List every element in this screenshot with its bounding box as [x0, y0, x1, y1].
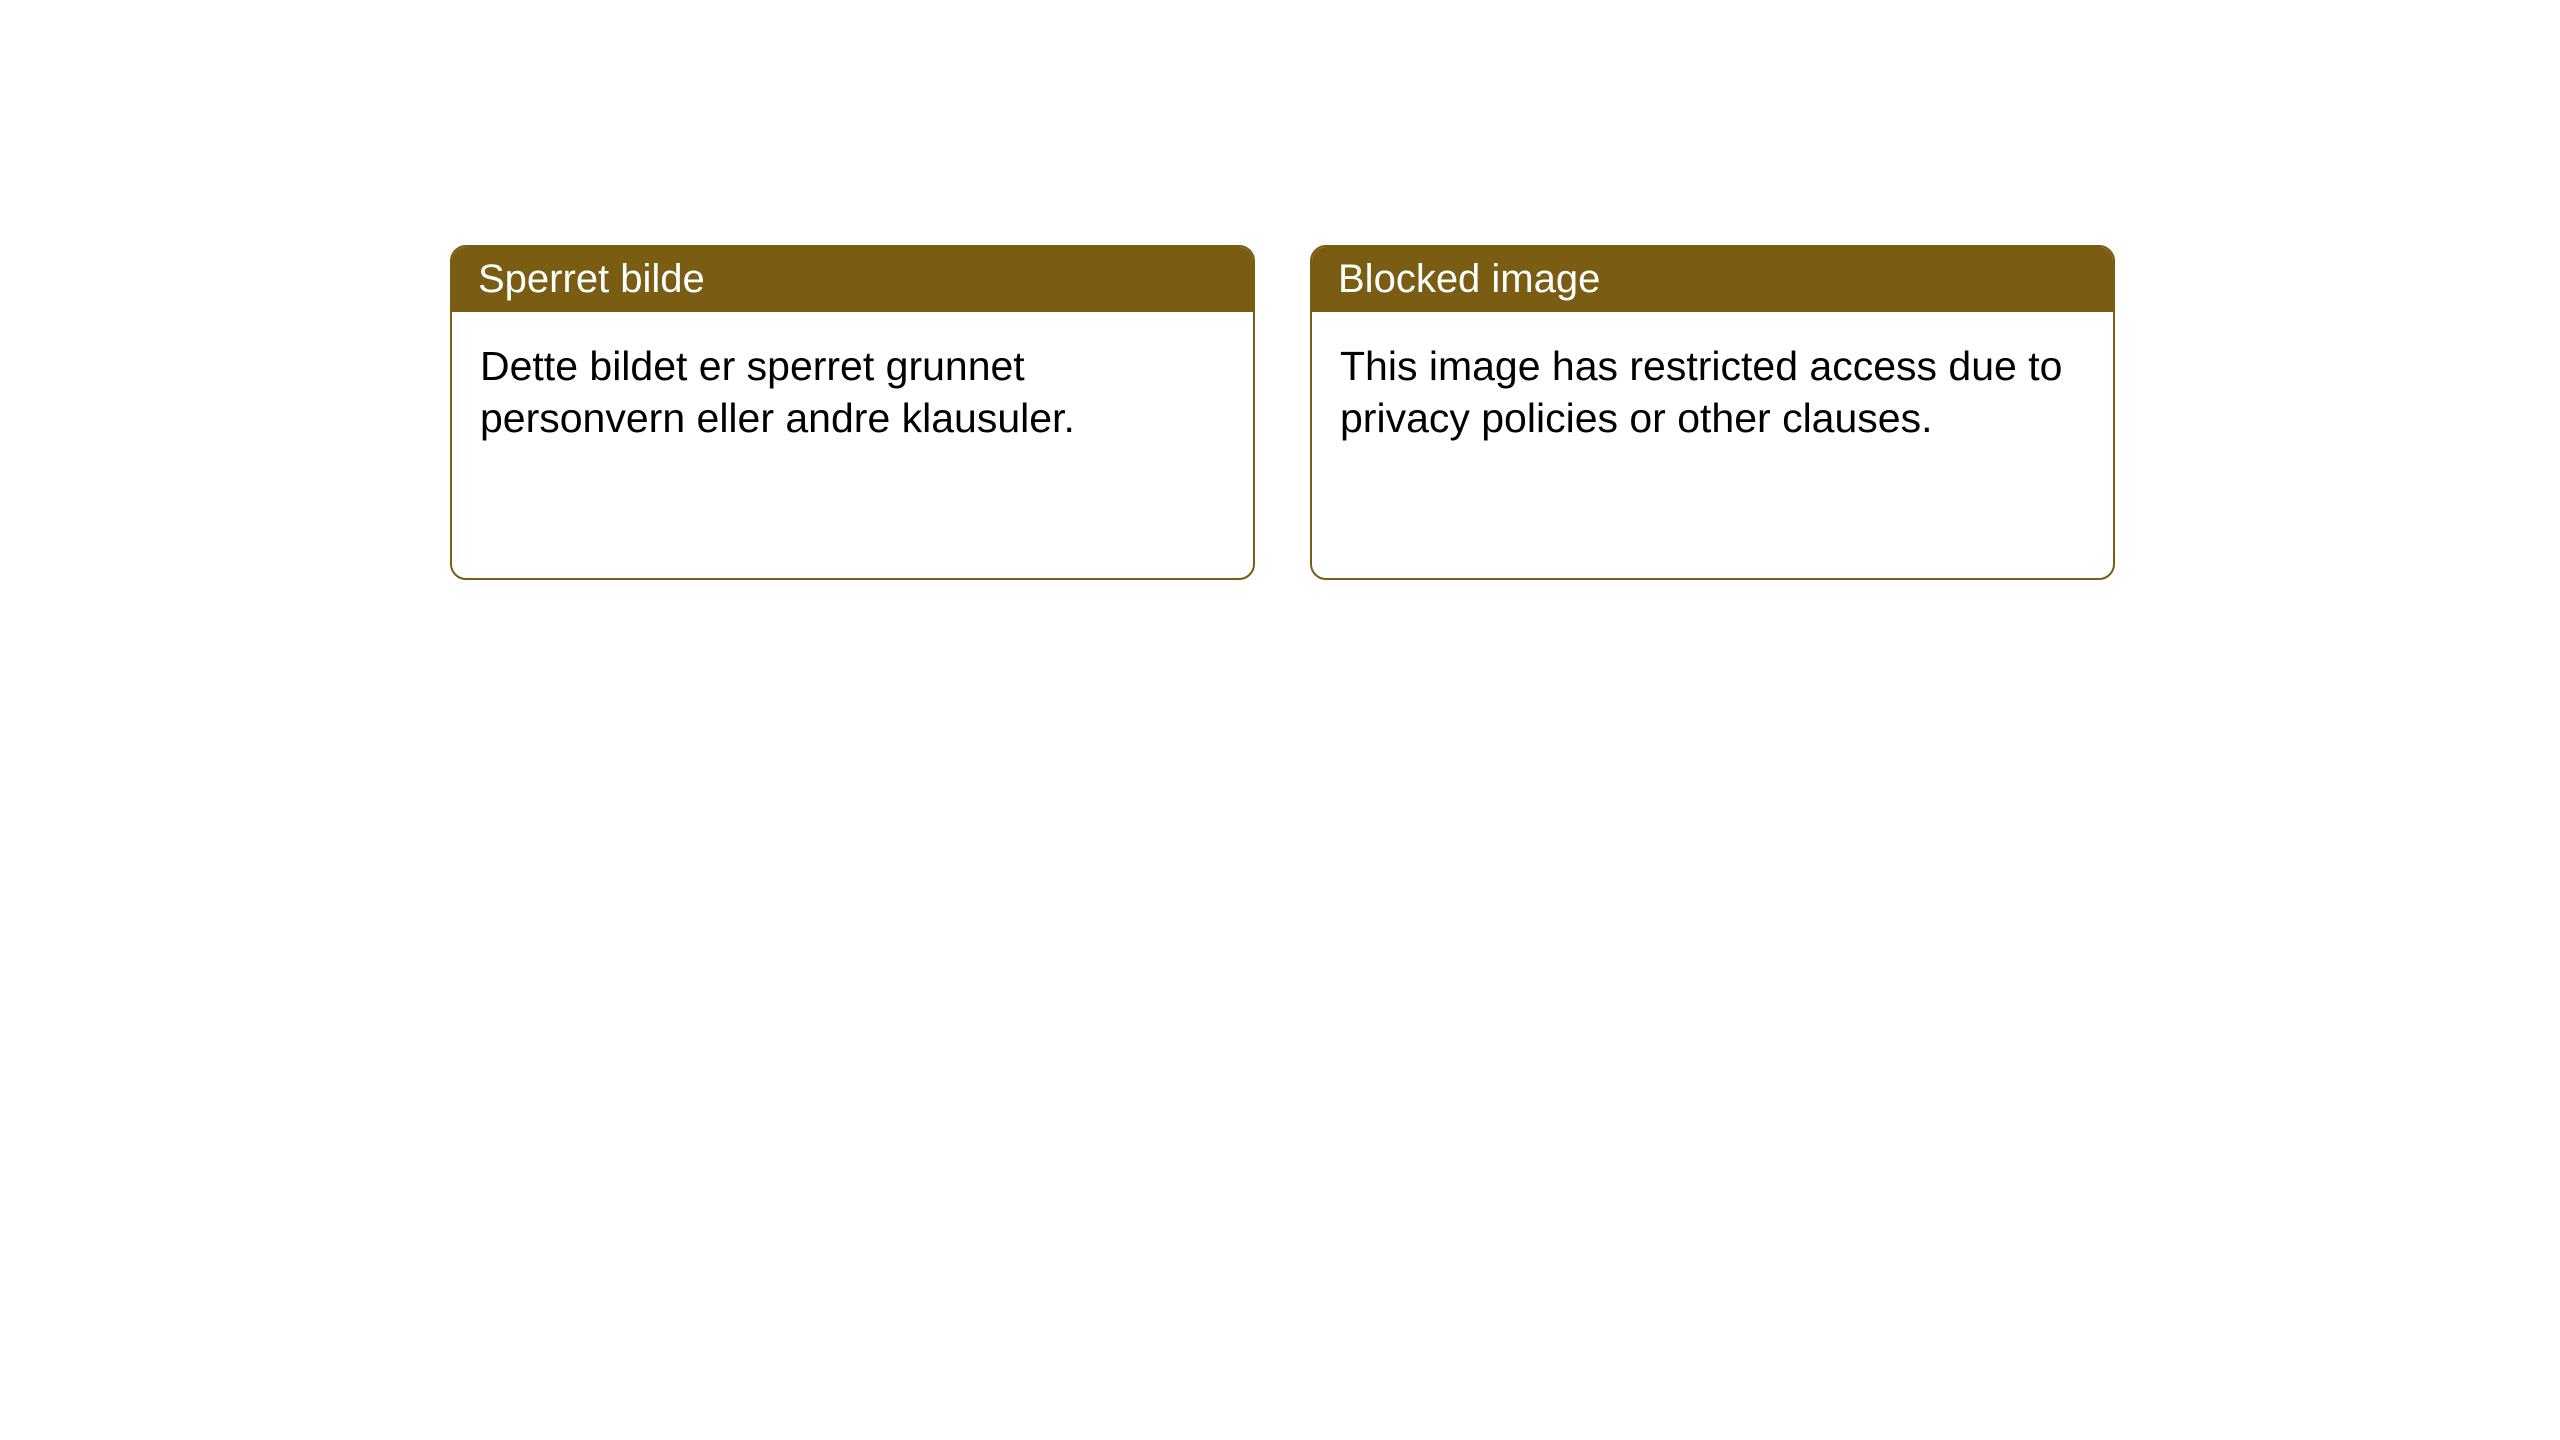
notice-cards-container: Sperret bilde Dette bildet er sperret gr…: [450, 245, 2115, 580]
notice-card-header: Sperret bilde: [452, 247, 1253, 312]
notice-card-header: Blocked image: [1312, 247, 2113, 312]
notice-card-title: Sperret bilde: [478, 257, 705, 301]
notice-card-message: Dette bildet er sperret grunnet personve…: [480, 343, 1075, 441]
notice-card-title: Blocked image: [1338, 257, 1600, 301]
notice-card-body: This image has restricted access due to …: [1312, 312, 2113, 473]
notice-card-body: Dette bildet er sperret grunnet personve…: [452, 312, 1253, 473]
notice-card-norwegian: Sperret bilde Dette bildet er sperret gr…: [450, 245, 1255, 580]
notice-card-message: This image has restricted access due to …: [1340, 343, 2062, 441]
notice-card-english: Blocked image This image has restricted …: [1310, 245, 2115, 580]
